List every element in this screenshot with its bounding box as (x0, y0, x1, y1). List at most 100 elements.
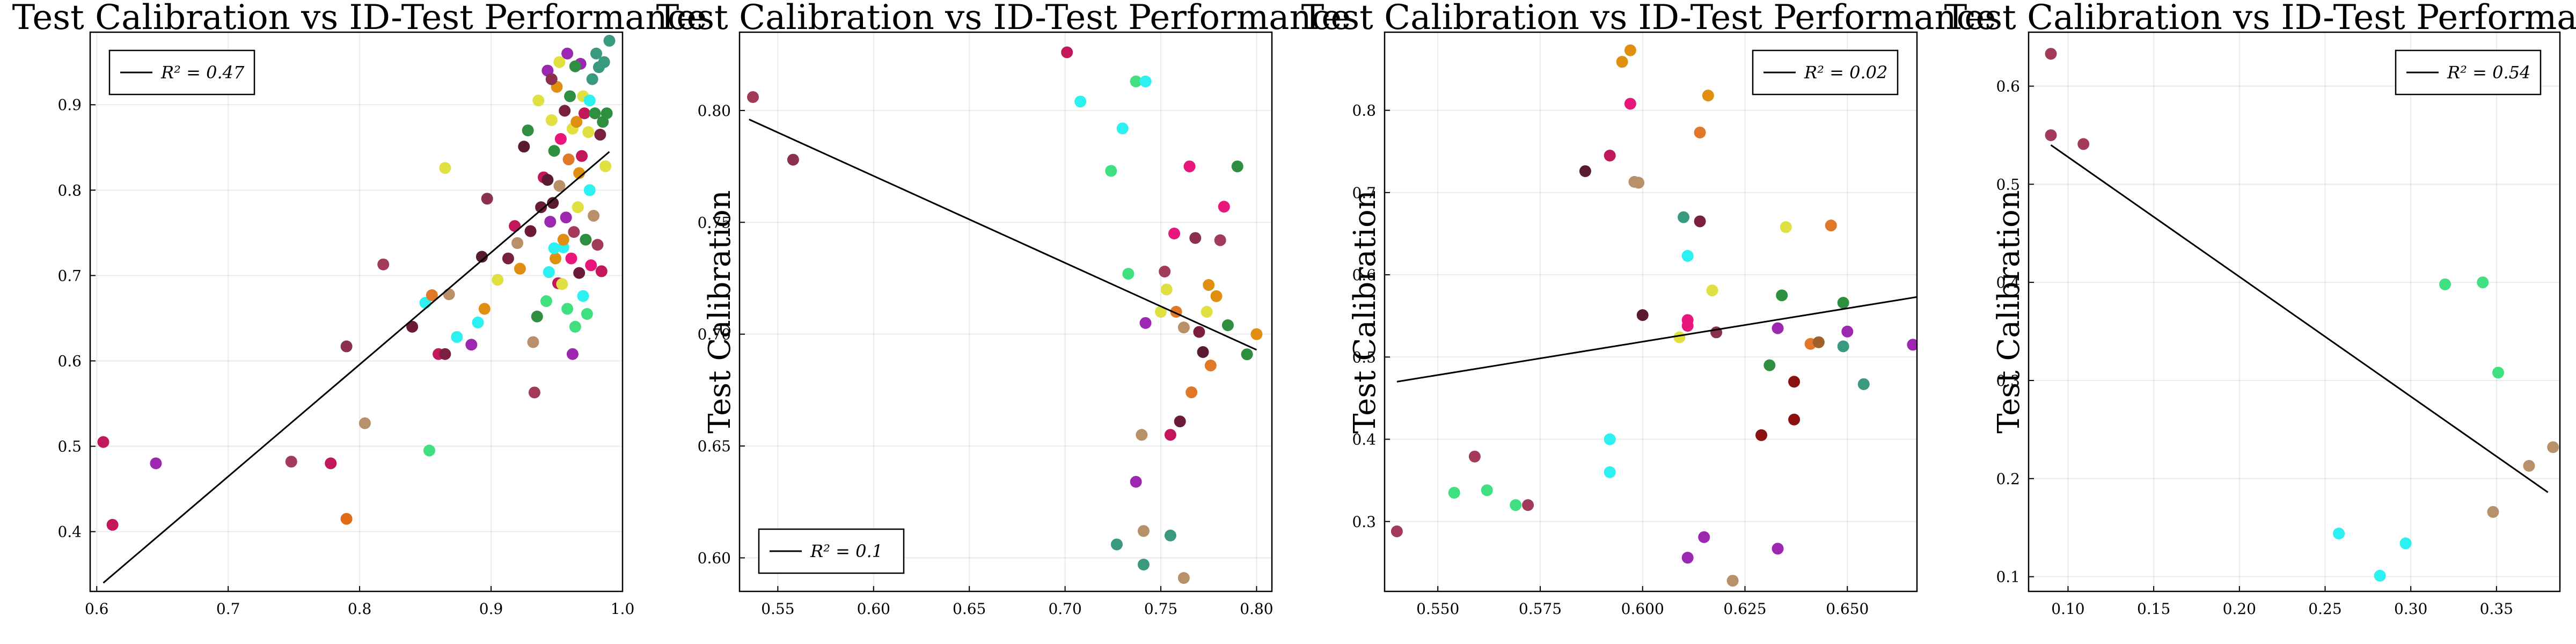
scatter-point (544, 216, 557, 228)
scatter-point (358, 417, 371, 429)
scatter-point (1673, 331, 1686, 343)
chart-title: Test Calibration vs ID-Test Performance (1301, 0, 1996, 38)
scatter-point (1788, 376, 1801, 388)
y-tick-label: 0.7 (57, 267, 82, 284)
scatter-point (1681, 250, 1694, 262)
scatter-point (583, 94, 596, 107)
scatter-point (522, 124, 534, 136)
scatter-point (582, 126, 595, 138)
scatter-point (557, 233, 569, 246)
scatter-point (1763, 359, 1776, 371)
scatter-point (564, 90, 576, 103)
scatter-point (1204, 360, 1217, 372)
y-axis-label: Test Calibration (1348, 190, 1382, 433)
y-tick-label: 0.4 (1352, 431, 1376, 449)
scatter-point (2374, 569, 2386, 582)
x-tick-label: 0.600 (1621, 600, 1664, 618)
scatter-point (1776, 289, 1788, 302)
scatter-point (589, 107, 601, 120)
legend: R² = 0.1 (758, 528, 905, 574)
scatter-point (570, 116, 583, 128)
scatter-point (514, 262, 526, 275)
scatter-point (576, 150, 588, 162)
scatter-point (594, 128, 606, 141)
scatter-point (1837, 340, 1849, 353)
x-tick-label: 0.25 (2308, 600, 2341, 618)
x-tick-label: 0.7 (216, 600, 240, 618)
y-tick-label: 0.8 (1352, 102, 1376, 120)
scatter-point (426, 289, 438, 301)
scatter-point (547, 197, 559, 209)
scatter-point (591, 239, 604, 251)
scatter-point (439, 162, 451, 174)
legend-label: R² = 0.54 (2447, 62, 2530, 83)
scatter-point (1694, 126, 1706, 138)
y-tick-label: 0.2 (1996, 470, 2020, 488)
scatter-point (475, 251, 488, 263)
y-tick-label: 0.65 (698, 437, 731, 455)
x-tick-label: 0.6 (85, 600, 109, 618)
subplot-3: 0.550 0.575 0.600 0.625 0.650 0.3 0.4 0.5 0.6 0.7… (1301, 0, 1996, 618)
scatter-point (540, 295, 552, 308)
scatter-point (509, 220, 521, 232)
scatter-point (548, 242, 560, 254)
scatter-point (1837, 297, 1849, 309)
scatter-point (1788, 413, 1801, 426)
scatter-point (1772, 543, 1784, 555)
scatter-point (1155, 306, 1167, 318)
plot-frame (1384, 31, 1918, 592)
x-tick-label: 0.625 (1723, 600, 1766, 618)
regression-line (103, 151, 610, 584)
scatter-point (1177, 321, 1190, 334)
scatter-point (1197, 346, 1209, 358)
scatter-point (1164, 529, 1176, 541)
scatter-point (2523, 460, 2535, 472)
legend-label: R² = 0.1 (810, 541, 883, 561)
scatter-point (599, 160, 612, 172)
scatter-point (1241, 348, 1253, 361)
scatter-point (1633, 177, 1645, 189)
scatter-point (511, 237, 524, 249)
scatter-point (1231, 160, 1243, 173)
scatter-point (1698, 531, 1710, 543)
scatter-point (406, 320, 419, 333)
scatter-point (1221, 319, 1234, 332)
scatter-point (2547, 441, 2559, 453)
scatter-point (1857, 378, 1870, 390)
scatter-point (556, 278, 568, 290)
scatter-points (747, 46, 1263, 584)
scatter-point (2487, 506, 2499, 518)
scatter-point (1139, 75, 1152, 87)
scatter-point (502, 252, 514, 265)
regression-line (2050, 144, 2549, 493)
scatter-point (423, 444, 435, 457)
x-tick-label: 0.575 (1519, 600, 1562, 618)
x-tick-label: 0.70 (1048, 600, 1081, 618)
scatter-point (561, 303, 574, 315)
scatter-point (524, 225, 537, 237)
scatter-point (1468, 450, 1481, 463)
scatter-point (1604, 466, 1616, 478)
scatter-point (1579, 165, 1591, 177)
scatter-point (1250, 328, 1263, 340)
scatter-point (554, 133, 567, 145)
plot-frame (738, 31, 1273, 592)
scatter-point (1825, 219, 1837, 232)
x-tick-label: 0.650 (1826, 600, 1869, 618)
regression-line (749, 119, 1257, 351)
scatter-point (1164, 429, 1176, 441)
scatter-point (1694, 215, 1706, 228)
scatter-point (1755, 429, 1768, 441)
scatter-point (2045, 48, 2057, 60)
scatter-point (285, 456, 297, 468)
scatter-point (1189, 232, 1202, 244)
x-tick-label: 0.15 (2137, 600, 2170, 618)
chart-title: Test Calibration vs ID-Test Performance (12, 0, 707, 38)
chart-title: Test Calibration vs ID-Test Performance (1944, 0, 2576, 38)
scatter-point (1391, 525, 1403, 538)
scatter-point (492, 274, 504, 286)
x-tick-label: 0.20 (2223, 600, 2256, 618)
y-tick-label: 0.6 (57, 352, 82, 370)
